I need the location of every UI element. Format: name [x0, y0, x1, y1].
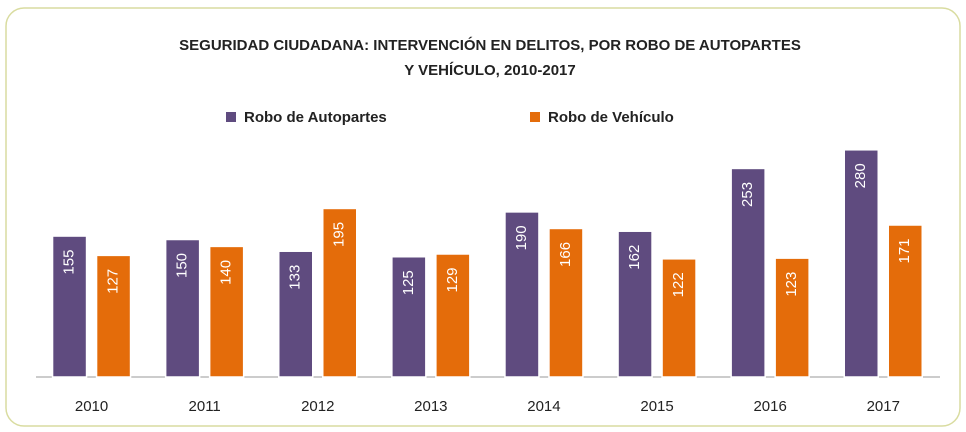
bar	[843, 149, 879, 378]
legend-label: Robo de Vehículo	[548, 109, 674, 126]
chart-title: SEGURIDAD CIUDADANA: INTERVENCIÓN EN DEL…	[179, 36, 801, 54]
bar	[617, 230, 653, 378]
value-label: 133	[287, 265, 304, 290]
legend-swatch	[530, 112, 540, 122]
value-label: 253	[739, 182, 756, 207]
value-label: 140	[218, 260, 235, 285]
x-tick-label: 2014	[527, 398, 560, 415]
bar	[435, 253, 471, 378]
value-label: 171	[896, 238, 913, 263]
value-label: 166	[557, 242, 574, 267]
bar	[887, 224, 923, 378]
bar	[164, 238, 201, 378]
value-label: 122	[670, 272, 687, 297]
value-label: 195	[331, 222, 348, 247]
value-label: 150	[174, 253, 191, 278]
value-label: 123	[783, 272, 800, 297]
value-label: 162	[626, 245, 643, 270]
x-tick-label: 2017	[867, 398, 900, 415]
value-label: 280	[852, 163, 869, 188]
value-label: 155	[61, 250, 78, 275]
bar	[51, 235, 88, 378]
legend-swatch	[226, 112, 236, 122]
value-label: 127	[105, 269, 122, 294]
x-tick-label: 2013	[414, 398, 447, 415]
bar	[774, 257, 810, 378]
legend-label: Robo de Autopartes	[244, 109, 387, 126]
bar	[504, 211, 540, 378]
value-label: 190	[513, 225, 530, 250]
bar	[730, 167, 766, 378]
chart-subtitle: Y VEHÍCULO, 2010-2017	[404, 62, 575, 79]
x-tick-label: 2016	[753, 398, 786, 415]
value-label: 125	[400, 270, 417, 295]
bar	[661, 258, 697, 378]
bar	[278, 250, 314, 378]
x-tick-label: 2012	[301, 398, 334, 415]
bar	[95, 254, 132, 378]
x-tick-label: 2010	[75, 398, 108, 415]
bar	[391, 256, 427, 378]
x-tick-label: 2015	[640, 398, 673, 415]
frame	[5, 7, 961, 427]
value-label: 129	[444, 267, 461, 292]
bar	[548, 227, 584, 378]
bar	[322, 207, 358, 378]
bar	[208, 245, 245, 378]
x-tick-label: 2011	[189, 398, 221, 415]
